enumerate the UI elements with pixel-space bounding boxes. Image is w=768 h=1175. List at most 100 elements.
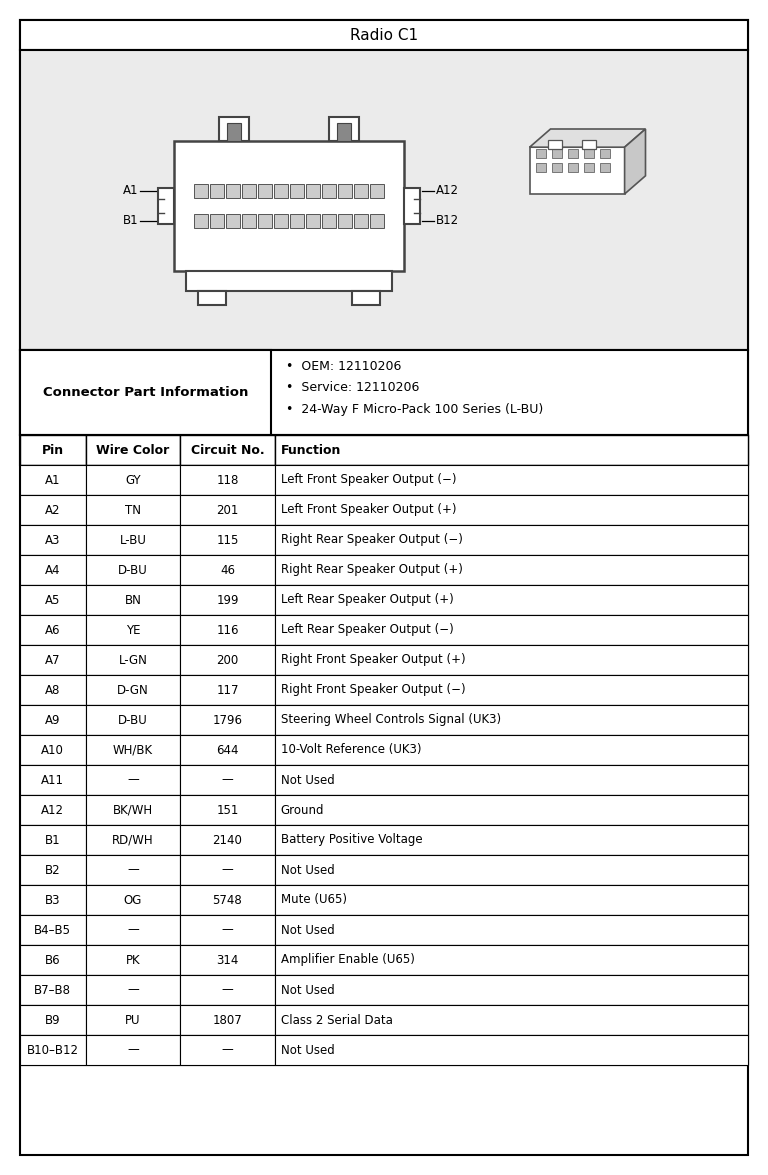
Text: 200: 200	[217, 653, 239, 666]
Text: GY: GY	[125, 474, 141, 486]
Text: 5748: 5748	[213, 893, 243, 906]
Bar	[180, 825, 275, 855]
Text: Amplifier Enable (U65): Amplifier Enable (U65)	[281, 953, 415, 967]
Text: 117: 117	[217, 684, 239, 697]
Bar	[353, 291, 380, 306]
Bar	[274, 214, 288, 228]
Text: PK: PK	[125, 953, 140, 967]
Bar	[275, 674, 748, 705]
Bar	[20, 705, 85, 736]
Bar	[210, 214, 224, 228]
Bar	[85, 1005, 180, 1035]
Bar	[85, 525, 180, 555]
Bar	[258, 214, 273, 228]
Bar	[20, 1005, 748, 1035]
Text: B1: B1	[45, 833, 61, 846]
Text: —: —	[222, 983, 233, 996]
Text: Wire Color: Wire Color	[96, 443, 170, 457]
Bar	[20, 674, 748, 705]
Bar	[551, 163, 561, 173]
Bar	[20, 765, 85, 795]
Bar	[290, 214, 304, 228]
Text: 644: 644	[217, 744, 239, 757]
Bar	[275, 975, 748, 1005]
Text: 46: 46	[220, 564, 235, 577]
Text: —: —	[222, 864, 233, 877]
Bar	[20, 615, 748, 645]
Bar	[354, 184, 369, 199]
Bar	[85, 435, 180, 465]
Bar	[180, 615, 275, 645]
Bar	[20, 736, 748, 765]
Bar	[20, 465, 748, 495]
Text: Left Rear Speaker Output (−): Left Rear Speaker Output (−)	[281, 624, 454, 637]
Bar	[85, 645, 180, 674]
Bar	[275, 736, 748, 765]
Text: B6: B6	[45, 953, 61, 967]
Text: 314: 314	[217, 953, 239, 967]
Text: RD/WH: RD/WH	[112, 833, 154, 846]
Bar	[20, 51, 748, 350]
Bar	[85, 975, 180, 1005]
Bar	[370, 184, 384, 199]
Bar	[20, 825, 85, 855]
Text: Ground: Ground	[281, 804, 324, 817]
Text: —: —	[127, 1043, 139, 1056]
Bar	[180, 885, 275, 915]
Bar	[85, 705, 180, 736]
Bar	[85, 615, 180, 645]
Bar	[85, 555, 180, 585]
Polygon shape	[530, 129, 645, 147]
Bar	[275, 1005, 748, 1035]
Bar	[158, 188, 174, 224]
Bar	[339, 184, 353, 199]
Bar	[20, 465, 85, 495]
Bar	[337, 123, 352, 141]
Text: OG: OG	[124, 893, 142, 906]
Text: Function: Function	[281, 443, 341, 457]
Bar	[581, 140, 596, 149]
Bar	[275, 795, 748, 825]
Bar	[180, 465, 275, 495]
Bar	[210, 184, 224, 199]
Bar	[20, 674, 85, 705]
Bar	[274, 184, 288, 199]
Text: A11: A11	[41, 773, 65, 786]
Bar	[20, 885, 748, 915]
Text: A12: A12	[41, 804, 65, 817]
Bar	[20, 585, 85, 615]
Text: Circuit No.: Circuit No.	[190, 443, 264, 457]
Text: A6: A6	[45, 624, 61, 637]
Text: B10–B12: B10–B12	[27, 1043, 79, 1056]
Text: A1: A1	[123, 184, 138, 197]
Bar	[20, 435, 748, 465]
Bar	[275, 615, 748, 645]
Bar	[20, 915, 85, 945]
Bar	[85, 795, 180, 825]
Bar	[180, 915, 275, 945]
Text: D-BU: D-BU	[118, 564, 147, 577]
Text: A2: A2	[45, 504, 61, 517]
Bar	[20, 645, 85, 674]
Text: D-GN: D-GN	[117, 684, 149, 697]
Bar	[85, 495, 180, 525]
Text: B4–B5: B4–B5	[35, 924, 71, 936]
Text: —: —	[127, 983, 139, 996]
Bar	[275, 585, 748, 615]
Bar	[174, 141, 405, 271]
Text: Right Front Speaker Output (−): Right Front Speaker Output (−)	[281, 684, 465, 697]
Bar	[85, 765, 180, 795]
Bar	[20, 555, 748, 585]
Bar	[20, 585, 748, 615]
Bar	[568, 149, 578, 159]
Text: L-BU: L-BU	[119, 533, 146, 546]
Bar	[20, 855, 85, 885]
Text: D-BU: D-BU	[118, 713, 147, 726]
Bar	[20, 945, 748, 975]
Text: 199: 199	[217, 593, 239, 606]
Text: Right Rear Speaker Output (+): Right Rear Speaker Output (+)	[281, 564, 462, 577]
Bar	[180, 585, 275, 615]
Bar	[194, 184, 208, 199]
Text: A7: A7	[45, 653, 61, 666]
Bar	[275, 525, 748, 555]
